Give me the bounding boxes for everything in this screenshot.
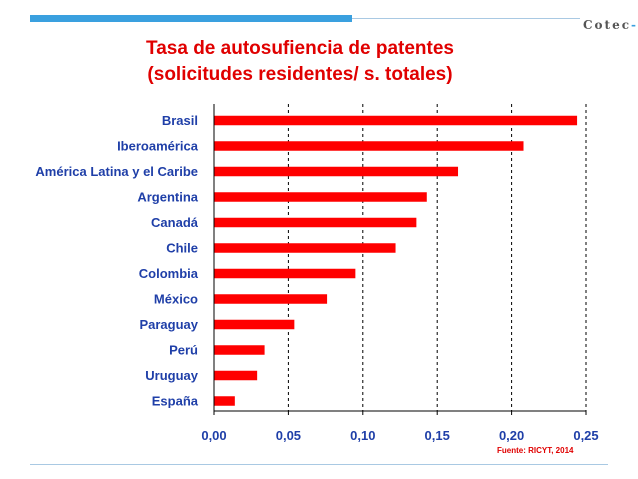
x-tick-label: 0,25 — [573, 428, 598, 443]
x-tick-label: 0,20 — [499, 428, 524, 443]
bar-1 — [214, 115, 578, 126]
header-rule — [352, 18, 580, 19]
bar-3 — [214, 166, 459, 177]
header-accent-bar — [30, 15, 352, 22]
category-label: Chile — [166, 241, 198, 256]
cotec-logo: Cotec- — [583, 18, 638, 32]
chart-title: Tasa de autosufiencia de patentes — [146, 38, 454, 59]
bar-8 — [214, 294, 328, 304]
category-label: Perú — [169, 343, 198, 358]
category-label: España — [152, 394, 199, 409]
bar-10 — [214, 345, 265, 355]
category-label: Paraguay — [139, 317, 198, 332]
category-label: Iberoamérica — [117, 139, 199, 154]
bar-6 — [214, 243, 396, 253]
x-tick-label: 0,15 — [425, 428, 450, 443]
category-label: Uruguay — [145, 368, 199, 383]
bar-11 — [214, 370, 258, 381]
bar-chart: Brasil Iberoamérica América Latina y el Ca… — [35, 104, 599, 443]
bar-9 — [214, 319, 295, 330]
category-label: Canadá — [151, 215, 199, 230]
bar-5 — [214, 217, 417, 228]
footer-rule — [30, 464, 608, 465]
chart-subtitle: (solicitudes residentes/ s. totales) — [147, 64, 453, 85]
source-note: Fuente: RICYT, 2014 — [497, 446, 574, 455]
x-tick-label: 0,05 — [276, 428, 301, 443]
category-label: América Latina y el Caribe — [35, 164, 198, 179]
bar-12 — [214, 396, 235, 406]
x-tick-label: 0,00 — [201, 428, 226, 443]
logo-text: Cotec — [583, 18, 632, 32]
category-label: Argentina — [137, 190, 198, 205]
category-label: Brasil — [162, 113, 198, 128]
category-label: México — [154, 292, 198, 307]
bar-7 — [214, 268, 356, 279]
bar-4 — [214, 192, 427, 202]
category-label: Colombia — [139, 266, 199, 281]
x-tick-label: 0,10 — [350, 428, 375, 443]
logo-mark: - — [631, 18, 638, 32]
bar-2 — [214, 141, 524, 151]
